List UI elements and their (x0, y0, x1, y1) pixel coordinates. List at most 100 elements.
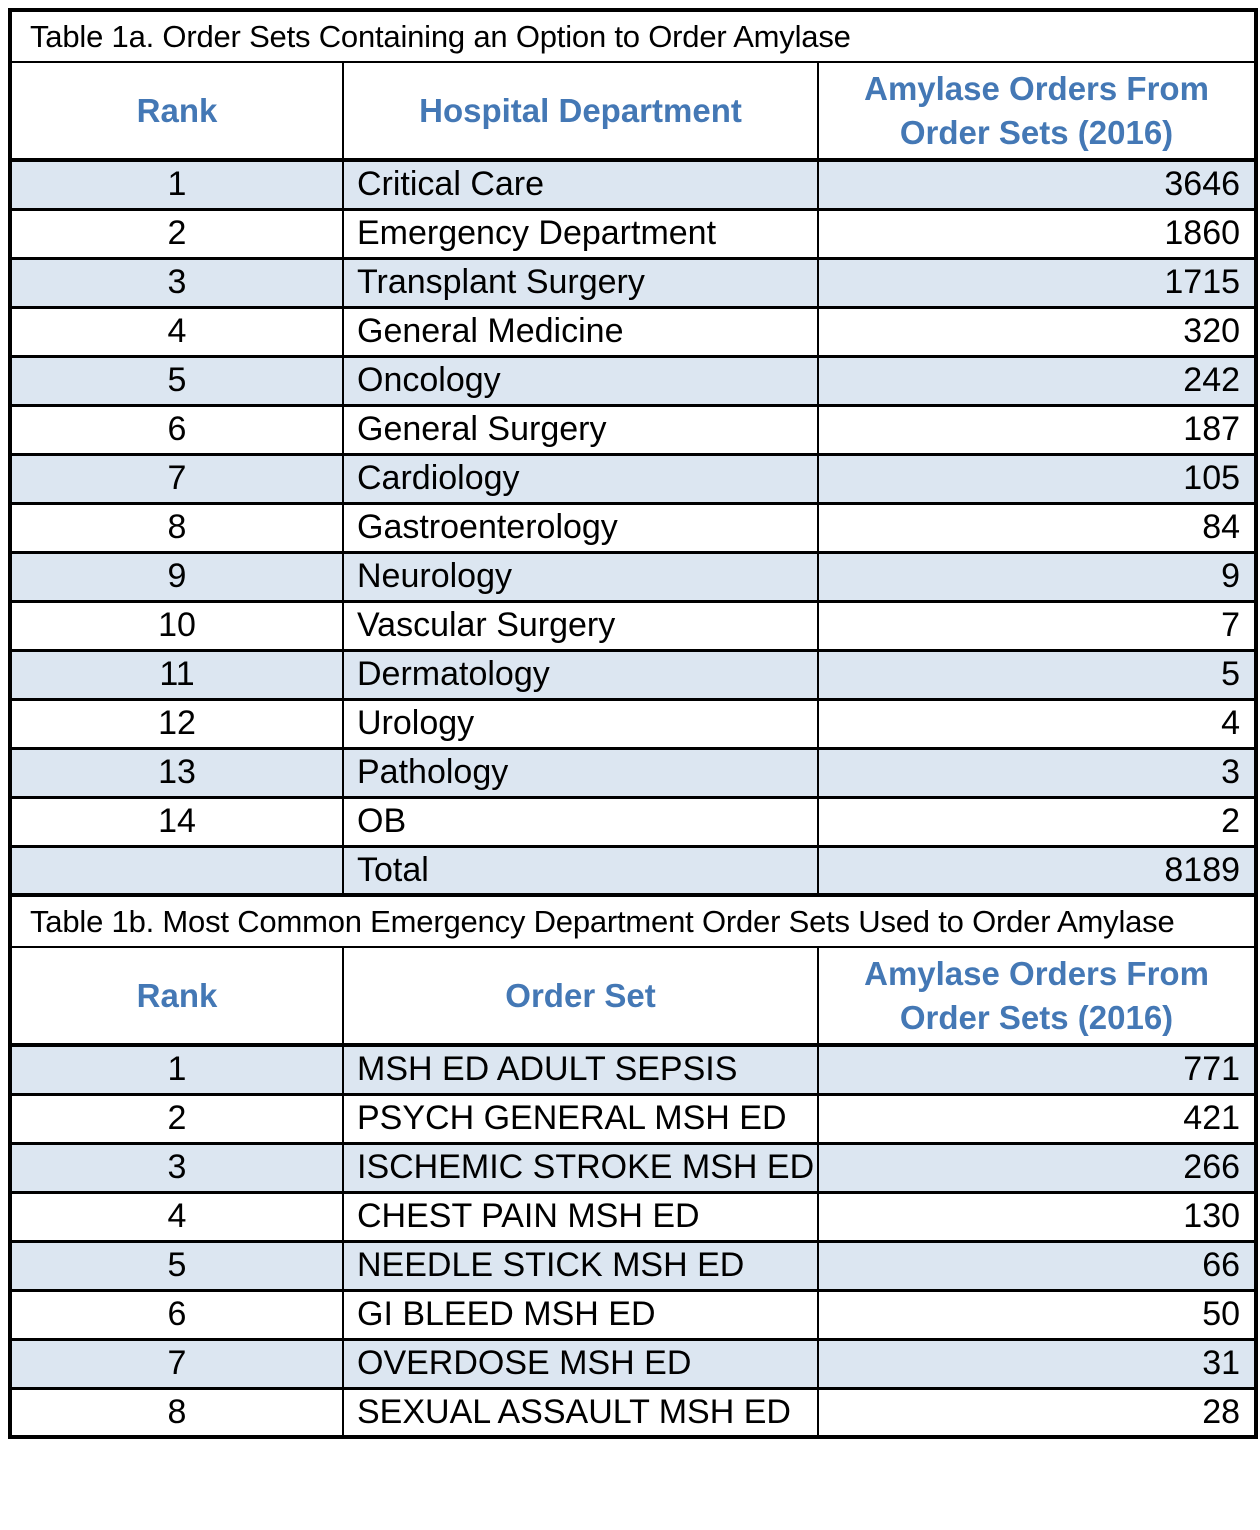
label-cell: Dermatology (342, 648, 819, 701)
label-cell: PSYCH GENERAL MSH ED (342, 1092, 819, 1145)
label-cell: Neurology (342, 550, 819, 603)
orders-value-cell: 66 (816, 1239, 1258, 1292)
label-cell: OB (342, 795, 819, 848)
table-1b-body: 1 MSH ED ADULT SEPSIS 771 2 PSYCH GENERA… (9, 1043, 1258, 1439)
rank-cell: 12 (9, 697, 344, 750)
table-row: 8 Gastroenterology 84 (9, 501, 1258, 554)
orders-value-cell: 5 (816, 648, 1258, 701)
label-cell: GI BLEED MSH ED (342, 1288, 819, 1341)
table-row: 8 SEXUAL ASSAULT MSH ED 28 (9, 1386, 1258, 1439)
table-row: 7 Cardiology 105 (9, 452, 1258, 505)
rank-cell: 6 (9, 403, 344, 456)
rank-cell: 13 (9, 746, 344, 799)
rank-cell: 11 (9, 648, 344, 701)
table-1b-title-row: Table 1b. Most Common Emergency Departme… (10, 893, 1257, 949)
table-row: 14 OB 2 (9, 795, 1258, 848)
table-row: 5 NEEDLE STICK MSH ED 66 (9, 1239, 1258, 1292)
orders-value-cell: 130 (816, 1190, 1258, 1243)
table-1a-header-orders: Amylase Orders From Order Sets (2016) (816, 60, 1258, 163)
rank-cell: 3 (9, 256, 344, 309)
rank-cell: 1 (9, 158, 344, 211)
orders-value-cell: 3 (816, 746, 1258, 799)
orders-value-cell: 242 (816, 354, 1258, 407)
rank-cell (9, 844, 344, 897)
table-row: 5 Oncology 242 (9, 354, 1258, 407)
label-cell: SEXUAL ASSAULT MSH ED (342, 1386, 819, 1439)
orders-value-cell: 320 (816, 305, 1258, 358)
label-cell: General Medicine (342, 305, 819, 358)
orders-value-cell: 2 (816, 795, 1258, 848)
table-row: 4 CHEST PAIN MSH ED 130 (9, 1190, 1258, 1243)
table-row: 3 Transplant Surgery 1715 (9, 256, 1258, 309)
orders-value-cell: 1715 (816, 256, 1258, 309)
table-row: 6 GI BLEED MSH ED 50 (9, 1288, 1258, 1341)
orders-value-cell: 4 (816, 697, 1258, 750)
table-1b-title: Table 1b. Most Common Emergency Departme… (10, 893, 1257, 949)
label-cell: Transplant Surgery (342, 256, 819, 309)
table-row: 1 Critical Care 3646 (9, 158, 1258, 211)
orders-value-cell: 84 (816, 501, 1258, 554)
orders-value-cell: 266 (816, 1141, 1258, 1194)
table-row: 13 Pathology 3 (9, 746, 1258, 799)
label-cell: Gastroenterology (342, 501, 819, 554)
label-cell: OVERDOSE MSH ED (342, 1337, 819, 1390)
table-row: Total 8189 (9, 844, 1258, 897)
table-row: 11 Dermatology 5 (9, 648, 1258, 701)
label-cell: Urology (342, 697, 819, 750)
label-cell: Pathology (342, 746, 819, 799)
orders-value-cell: 7 (816, 599, 1258, 652)
table-1a-header-row: Rank Hospital Department Amylase Orders … (9, 60, 1258, 163)
table-1a-body: 1 Critical Care 3646 2 Emergency Departm… (9, 158, 1258, 897)
table-1a-header-rank: Rank (9, 60, 344, 163)
table-1b-header-rank: Rank (9, 946, 344, 1048)
rank-cell: 8 (9, 1386, 344, 1439)
table-row: 3 ISCHEMIC STROKE MSH ED 266 (9, 1141, 1258, 1194)
table-row: 9 Neurology 9 (9, 550, 1258, 603)
table-row: 12 Urology 4 (9, 697, 1258, 750)
table-row: 7 OVERDOSE MSH ED 31 (9, 1337, 1258, 1390)
label-cell: Critical Care (342, 158, 819, 211)
orders-value-cell: 8189 (816, 844, 1258, 897)
table-1a-title-row: Table 1a. Order Sets Containing an Optio… (10, 8, 1257, 63)
rank-cell: 9 (9, 550, 344, 603)
label-cell: Oncology (342, 354, 819, 407)
rank-cell: 7 (9, 452, 344, 505)
label-cell: Emergency Department (342, 207, 819, 260)
rank-cell: 7 (9, 1337, 344, 1390)
rank-cell: 4 (9, 1190, 344, 1243)
table-row: 6 General Surgery 187 (9, 403, 1258, 456)
orders-value-cell: 105 (816, 452, 1258, 505)
table-1a-title: Table 1a. Order Sets Containing an Optio… (10, 8, 1257, 63)
rank-cell: 5 (9, 1239, 344, 1292)
table-1b-header-row: Rank Order Set Amylase Orders From Order… (9, 946, 1258, 1048)
label-cell: Cardiology (342, 452, 819, 505)
rank-cell: 6 (9, 1288, 344, 1341)
rank-cell: 8 (9, 501, 344, 554)
orders-value-cell: 28 (816, 1386, 1258, 1439)
rank-cell: 1 (9, 1043, 344, 1096)
rank-cell: 5 (9, 354, 344, 407)
orders-value-cell: 1860 (816, 207, 1258, 260)
orders-value-cell: 50 (816, 1288, 1258, 1341)
rank-cell: 10 (9, 599, 344, 652)
orders-value-cell: 3646 (816, 158, 1258, 211)
table-1b-header-orders: Amylase Orders From Order Sets (2016) (816, 946, 1258, 1048)
orders-value-cell: 771 (816, 1043, 1258, 1096)
orders-value-cell: 187 (816, 403, 1258, 456)
label-cell: MSH ED ADULT SEPSIS (342, 1043, 819, 1096)
label-cell: NEEDLE STICK MSH ED (342, 1239, 819, 1292)
label-cell: General Surgery (342, 403, 819, 456)
rank-cell: 2 (9, 1092, 344, 1145)
orders-value-cell: 9 (816, 550, 1258, 603)
table-row: 2 PSYCH GENERAL MSH ED 421 (9, 1092, 1258, 1145)
label-cell: CHEST PAIN MSH ED (342, 1190, 819, 1243)
label-cell: ISCHEMIC STROKE MSH ED (342, 1141, 819, 1194)
orders-value-cell: 31 (816, 1337, 1258, 1390)
table-1a-header-department: Hospital Department (342, 60, 819, 163)
rank-cell: 4 (9, 305, 344, 358)
table-row: 4 General Medicine 320 (9, 305, 1258, 358)
rank-cell: 14 (9, 795, 344, 848)
table-row: 10 Vascular Surgery 7 (9, 599, 1258, 652)
table-1b-header-order-set: Order Set (342, 946, 819, 1048)
